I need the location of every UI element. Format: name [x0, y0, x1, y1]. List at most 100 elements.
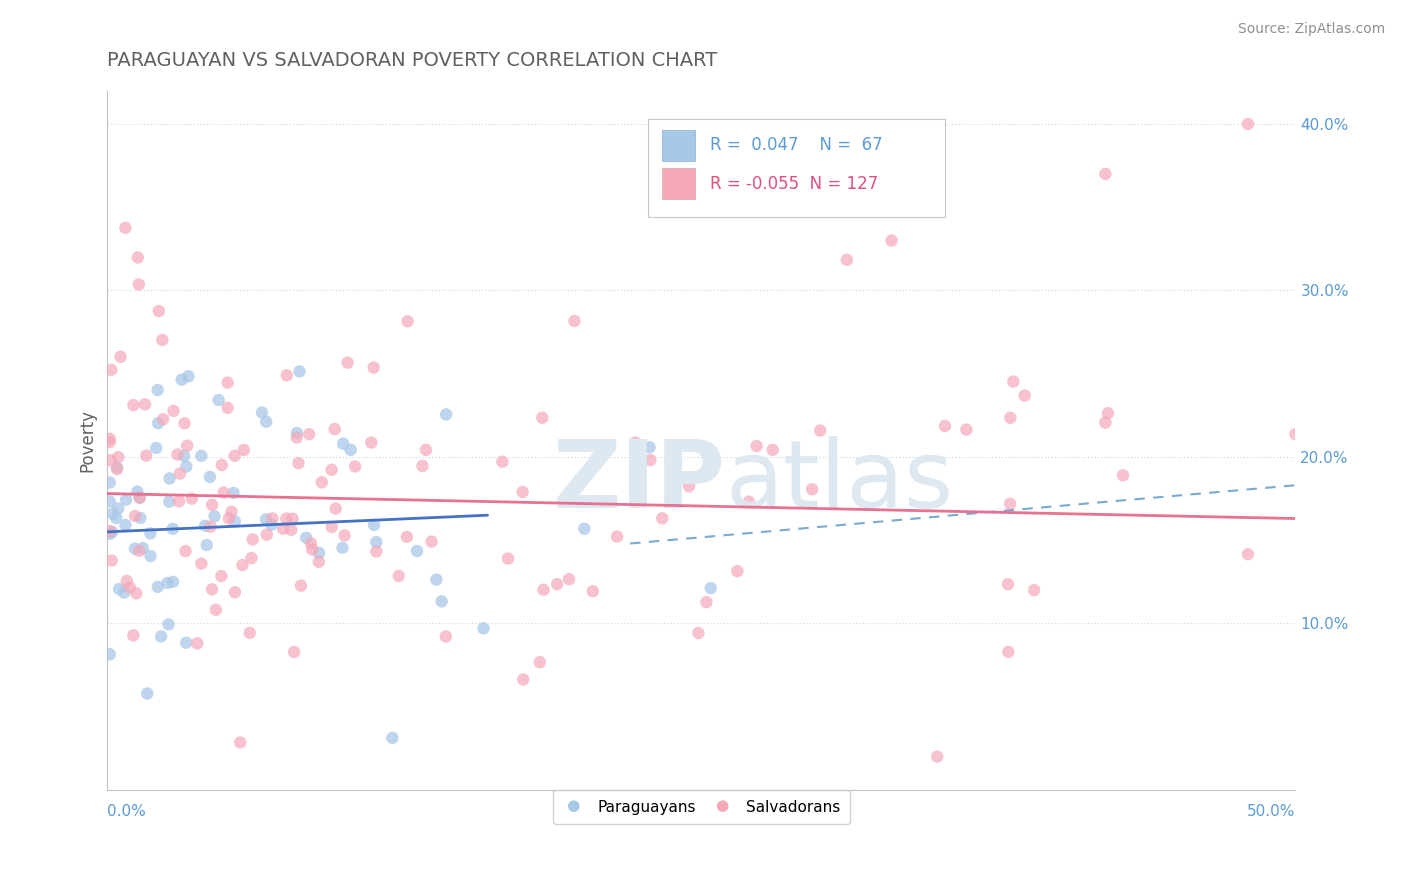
Point	[170, 373, 193, 387]
Point	[128, 491, 150, 505]
Point	[415, 442, 437, 457]
Point	[128, 491, 150, 505]
Point	[256, 527, 278, 541]
Point	[332, 541, 354, 555]
Point	[344, 459, 367, 474]
Point	[98, 475, 121, 490]
Point	[1094, 416, 1116, 430]
Point	[1002, 375, 1025, 389]
Point	[388, 569, 411, 583]
Point	[110, 350, 132, 364]
Point	[105, 460, 128, 475]
Point	[173, 449, 195, 463]
Point	[217, 401, 239, 415]
Point	[207, 392, 229, 407]
Point	[288, 364, 311, 378]
Point	[434, 630, 457, 644]
Point	[198, 470, 221, 484]
Point	[201, 582, 224, 597]
Point	[112, 585, 135, 599]
FancyBboxPatch shape	[662, 169, 696, 199]
Point	[114, 220, 136, 235]
Point	[574, 522, 596, 536]
Point	[122, 398, 145, 412]
Point	[651, 511, 673, 525]
Point	[127, 484, 149, 499]
Point	[624, 435, 647, 450]
Point	[148, 304, 170, 318]
Point	[725, 564, 748, 578]
Point	[150, 629, 173, 643]
Point	[98, 524, 121, 539]
Point	[145, 441, 167, 455]
Point	[129, 511, 152, 525]
FancyBboxPatch shape	[662, 130, 696, 161]
Point	[254, 415, 277, 429]
Point	[177, 369, 200, 384]
Point	[127, 251, 149, 265]
Text: 0.0%: 0.0%	[107, 804, 146, 819]
Point	[157, 494, 180, 508]
Point	[1237, 547, 1260, 561]
Point	[332, 436, 354, 450]
Point	[835, 252, 858, 267]
Point	[101, 524, 124, 539]
Text: ZIP: ZIP	[553, 436, 725, 528]
Point	[606, 530, 628, 544]
Point	[395, 530, 418, 544]
Point	[254, 512, 277, 526]
Point	[157, 617, 180, 632]
Point	[139, 549, 162, 563]
Point	[167, 494, 190, 508]
Point	[152, 412, 174, 426]
Point	[194, 518, 217, 533]
Point	[496, 551, 519, 566]
Point	[224, 449, 246, 463]
Point	[242, 533, 264, 547]
Point	[285, 425, 308, 440]
Point	[134, 397, 156, 411]
Point	[146, 580, 169, 594]
Point	[801, 482, 824, 496]
Point	[366, 535, 388, 549]
Point	[105, 462, 128, 476]
Point	[166, 448, 188, 462]
Point	[212, 485, 235, 500]
Point	[211, 458, 233, 472]
Point	[934, 418, 956, 433]
Point	[298, 427, 321, 442]
Point	[240, 551, 263, 566]
Point	[927, 749, 949, 764]
Point	[190, 557, 212, 571]
Y-axis label: Poverty: Poverty	[79, 409, 96, 472]
Point	[162, 404, 184, 418]
Point	[174, 544, 197, 558]
Point	[180, 491, 202, 506]
Point	[124, 541, 146, 556]
Point	[201, 498, 224, 512]
Point	[176, 459, 198, 474]
Point	[997, 645, 1019, 659]
Point	[98, 435, 121, 450]
Point	[124, 508, 146, 523]
Point	[738, 184, 761, 198]
Point	[434, 408, 457, 422]
Point	[173, 417, 195, 431]
Point	[250, 405, 273, 419]
Point	[128, 277, 150, 292]
Point	[146, 416, 169, 430]
Point	[301, 542, 323, 557]
Point	[162, 522, 184, 536]
Point	[406, 544, 429, 558]
Point	[311, 475, 333, 490]
Text: atlas: atlas	[725, 436, 953, 528]
Point	[271, 522, 294, 536]
Point	[1237, 117, 1260, 131]
Point	[998, 497, 1021, 511]
Point	[640, 453, 662, 467]
Point	[695, 595, 717, 609]
Point	[533, 582, 555, 597]
Point	[107, 450, 129, 464]
Point	[122, 628, 145, 642]
Point	[174, 635, 197, 649]
